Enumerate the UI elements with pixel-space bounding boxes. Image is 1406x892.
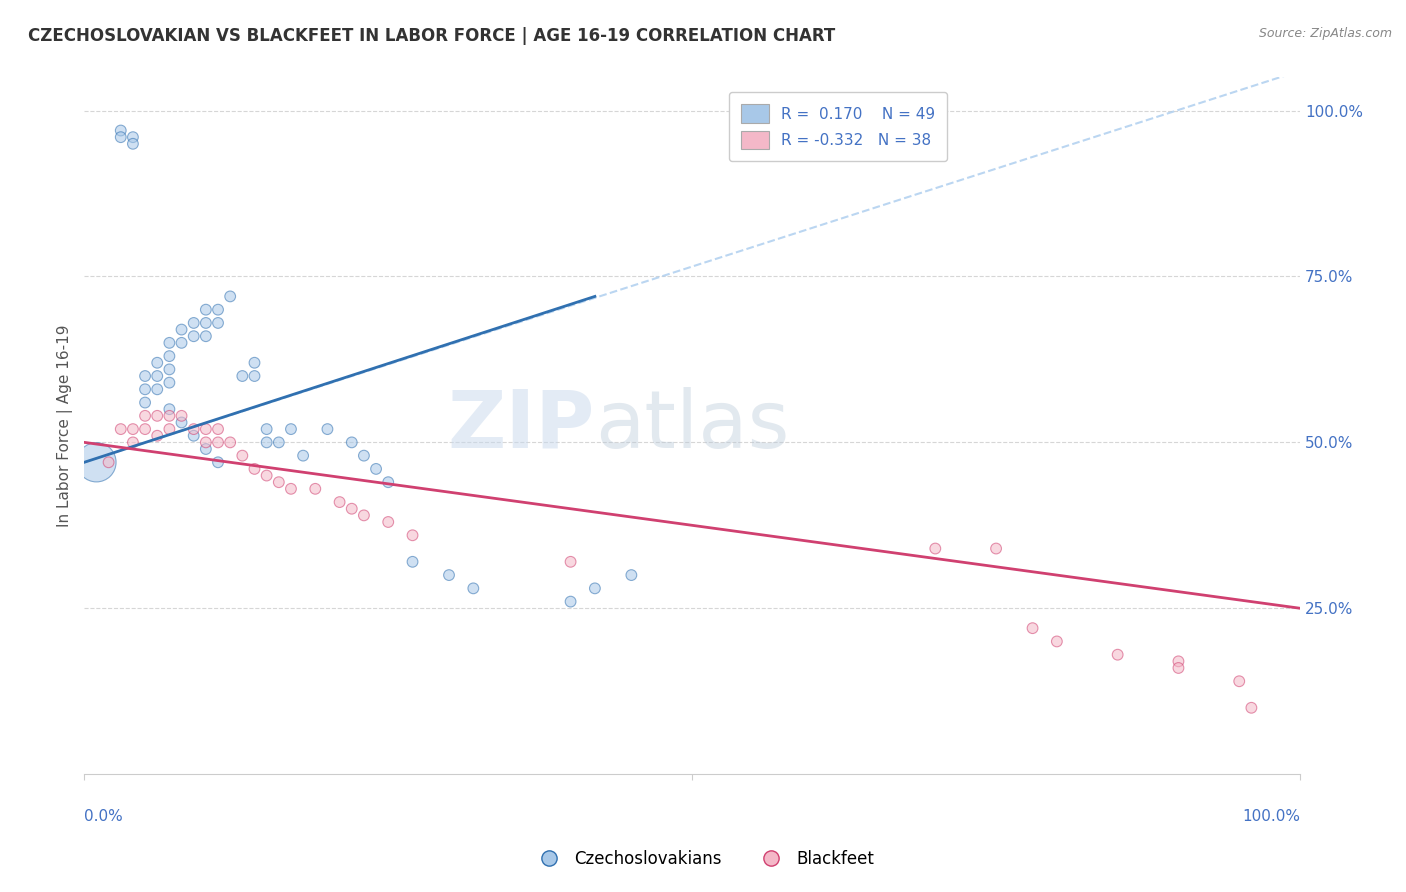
Point: [1240, 700, 1263, 714]
Text: CZECHOSLOVAKIAN VS BLACKFEET IN LABOR FORCE | AGE 16-19 CORRELATION CHART: CZECHOSLOVAKIAN VS BLACKFEET IN LABOR FO…: [28, 27, 835, 45]
Text: 100.0%: 100.0%: [1241, 809, 1301, 824]
Point: [984, 541, 1007, 556]
Point: [256, 422, 278, 436]
Text: Source: ZipAtlas.com: Source: ZipAtlas.com: [1258, 27, 1392, 40]
Point: [292, 449, 315, 463]
Point: [122, 136, 145, 151]
Legend: Czechoslovakians, Blackfeet: Czechoslovakians, Blackfeet: [526, 844, 880, 875]
Point: [377, 475, 399, 490]
Point: [340, 501, 363, 516]
Point: [146, 428, 169, 442]
Point: [157, 409, 180, 423]
Point: [194, 442, 217, 456]
Point: [157, 376, 180, 390]
Point: [183, 428, 205, 442]
Point: [280, 482, 302, 496]
Point: [134, 369, 156, 384]
Point: [353, 508, 375, 523]
Point: [183, 329, 205, 343]
Point: [243, 462, 266, 476]
Point: [1227, 674, 1250, 689]
Point: [401, 555, 423, 569]
Point: [110, 422, 132, 436]
Point: [304, 482, 326, 496]
Point: [157, 349, 180, 363]
Point: [134, 422, 156, 436]
Point: [267, 475, 290, 490]
Point: [924, 541, 946, 556]
Point: [194, 329, 217, 343]
Point: [86, 455, 108, 469]
Point: [231, 449, 253, 463]
Point: [183, 422, 205, 436]
Point: [207, 455, 229, 469]
Point: [207, 435, 229, 450]
Point: [122, 130, 145, 145]
Point: [353, 449, 375, 463]
Point: [194, 302, 217, 317]
Point: [401, 528, 423, 542]
Point: [1167, 654, 1189, 668]
Point: [280, 422, 302, 436]
Point: [219, 289, 242, 303]
Point: [183, 316, 205, 330]
Point: [316, 422, 339, 436]
Point: [157, 335, 180, 350]
Point: [170, 416, 193, 430]
Point: [1107, 648, 1129, 662]
Point: [267, 435, 290, 450]
Point: [194, 422, 217, 436]
Point: [243, 369, 266, 384]
Point: [437, 568, 460, 582]
Point: [219, 435, 242, 450]
Point: [207, 302, 229, 317]
Point: [170, 409, 193, 423]
Point: [256, 435, 278, 450]
Point: [207, 316, 229, 330]
Point: [157, 422, 180, 436]
Point: [146, 369, 169, 384]
Point: [560, 555, 582, 569]
Point: [134, 382, 156, 396]
Point: [1167, 661, 1189, 675]
Point: [97, 455, 120, 469]
Y-axis label: In Labor Force | Age 16-19: In Labor Force | Age 16-19: [58, 325, 73, 527]
Point: [134, 409, 156, 423]
Point: [1021, 621, 1043, 635]
Point: [122, 435, 145, 450]
Point: [157, 402, 180, 417]
Point: [170, 322, 193, 336]
Point: [157, 362, 180, 376]
Point: [110, 123, 132, 137]
Point: [194, 435, 217, 450]
Point: [134, 395, 156, 409]
Point: [146, 356, 169, 370]
Legend: R =  0.170    N = 49, R = -0.332   N = 38: R = 0.170 N = 49, R = -0.332 N = 38: [728, 92, 948, 161]
Point: [207, 422, 229, 436]
Point: [340, 435, 363, 450]
Point: [170, 335, 193, 350]
Point: [243, 356, 266, 370]
Point: [194, 316, 217, 330]
Point: [377, 515, 399, 529]
Point: [329, 495, 352, 509]
Text: atlas: atlas: [595, 387, 789, 465]
Text: ZIP: ZIP: [447, 387, 595, 465]
Point: [583, 582, 606, 596]
Point: [560, 594, 582, 608]
Point: [146, 409, 169, 423]
Point: [463, 582, 485, 596]
Text: 0.0%: 0.0%: [84, 809, 124, 824]
Point: [231, 369, 253, 384]
Point: [1046, 634, 1069, 648]
Point: [110, 130, 132, 145]
Point: [146, 382, 169, 396]
Point: [620, 568, 643, 582]
Point: [256, 468, 278, 483]
Point: [122, 422, 145, 436]
Point: [364, 462, 387, 476]
